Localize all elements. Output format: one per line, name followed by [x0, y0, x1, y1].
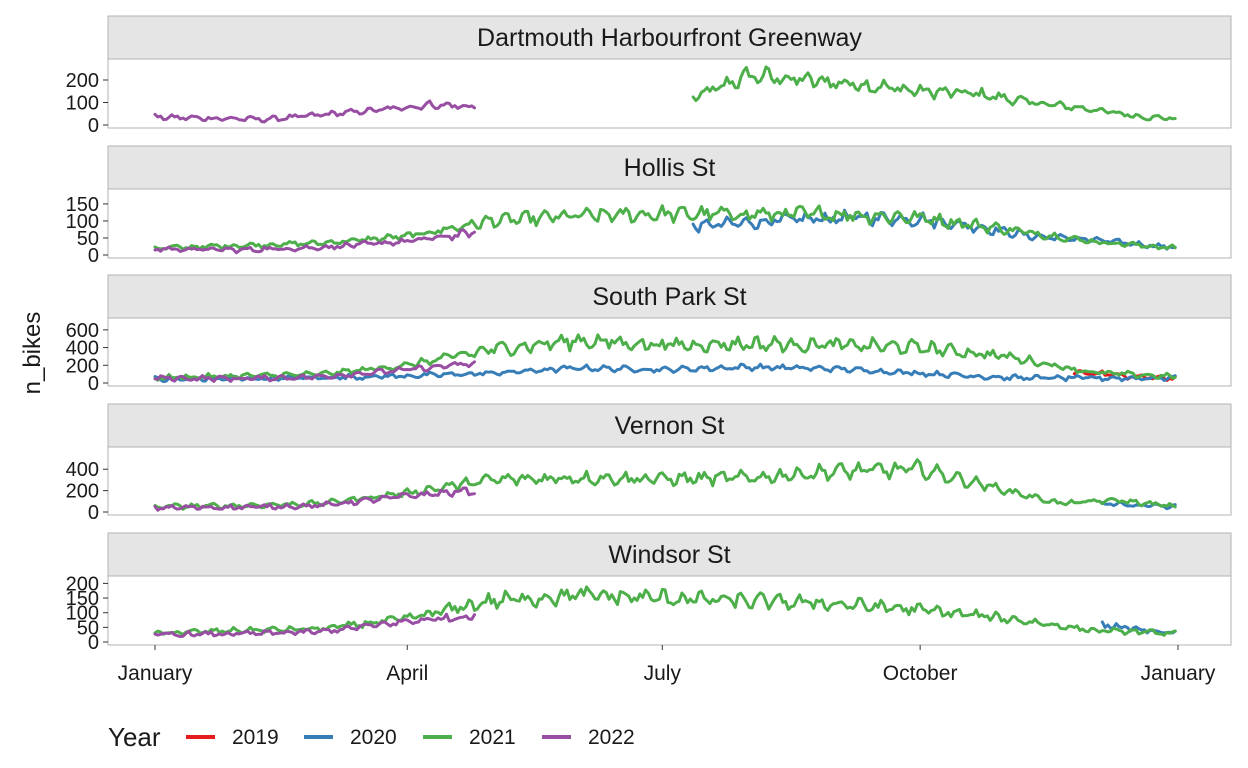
legend: Year 2019 2020 2021 2022 [108, 722, 635, 752]
y-tick-label: 400 [66, 338, 99, 360]
y-tick-label: 200 [66, 70, 99, 92]
y-tick-label: 200 [66, 481, 99, 503]
series-line-2022 [153, 228, 476, 255]
x-axis: January April July October January [118, 645, 1216, 685]
y-tick-label: 200 [66, 355, 99, 377]
facet-strip [107, 274, 1232, 319]
x-tick-label: July [644, 662, 682, 685]
y-tick-label: 600 [66, 320, 99, 342]
y-tick-label: 100 [66, 211, 99, 233]
facet-strip [107, 532, 1232, 577]
facet-title: Hollis St [624, 154, 716, 182]
series-line-2022 [153, 486, 476, 512]
facet-title: Dartmouth Harbourfront Greenway [477, 24, 862, 52]
x-tick-label: April [386, 662, 428, 685]
facet-title: Vernon St [615, 412, 725, 440]
y-tick-label: 0 [88, 115, 99, 137]
y-tick-label: 0 [88, 632, 99, 654]
y-tick-label: 0 [88, 502, 99, 524]
facet-title: South Park St [592, 283, 746, 311]
y-tick-label: 400 [66, 459, 99, 481]
legend-item-2019: 2019 [186, 726, 279, 749]
facet-strip [107, 15, 1232, 60]
facet-strip [107, 145, 1232, 190]
series-line-2021 [691, 65, 1177, 122]
x-tick-label: January [118, 662, 193, 685]
facet-panel [107, 188, 1232, 259]
series-line-2020 [1100, 620, 1177, 635]
y-axis-title: n_bikes [19, 312, 46, 395]
y-tick-label: 0 [88, 245, 99, 267]
legend-title: Year [108, 722, 161, 752]
y-tick-label: 100 [66, 603, 99, 625]
y-tick-label: 100 [66, 93, 99, 115]
legend-item-2021: 2021 [423, 726, 516, 749]
series-line-2022 [153, 99, 476, 124]
facet-title: Windsor St [608, 541, 730, 569]
series-line-2022 [153, 360, 476, 383]
legend-item-2020: 2020 [304, 726, 397, 749]
series-line-2020 [691, 208, 1177, 251]
y-tick-label: 150 [66, 194, 99, 216]
y-tick-label: 0 [88, 373, 99, 395]
y-tick-label: 200 [66, 573, 99, 595]
legend-label: 2020 [350, 726, 397, 749]
facet-panels: Dartmouth Harbourfront Greenway0100200Ho… [66, 15, 1232, 654]
y-tick-label: 50 [77, 617, 99, 639]
legend-label: 2019 [232, 726, 279, 749]
x-tick-label: October [883, 662, 958, 685]
x-tick-label: January [1141, 662, 1216, 685]
facet-strip [107, 403, 1232, 448]
series-line-2022 [153, 612, 476, 638]
legend-label: 2021 [469, 726, 516, 749]
legend-label: 2022 [588, 726, 635, 749]
y-tick-label: 150 [66, 588, 99, 610]
y-tick-label: 50 [77, 228, 99, 250]
series-line-2021 [153, 204, 1177, 251]
series-line-2021 [153, 333, 1177, 382]
legend-item-2022: 2022 [542, 726, 635, 749]
series-line-2020 [153, 362, 1177, 384]
